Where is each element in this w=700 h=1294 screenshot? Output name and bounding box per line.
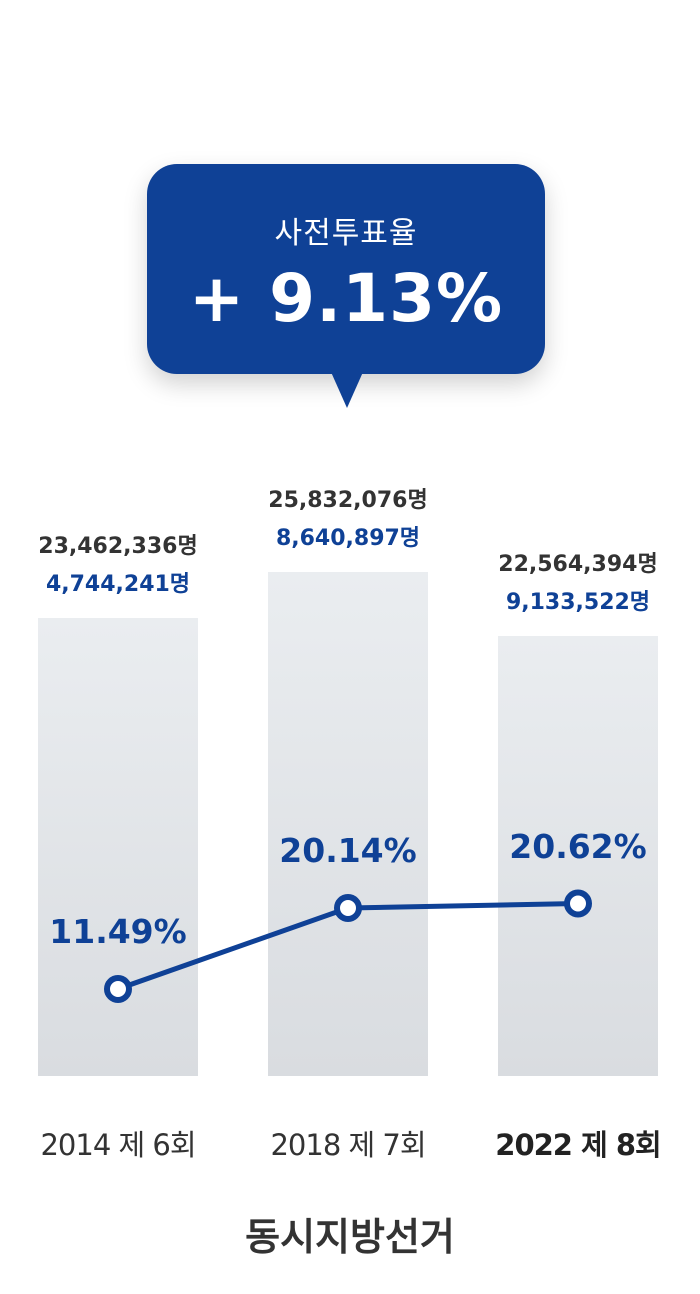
callout-bubble: 사전투표율 + 9.13%	[147, 164, 545, 374]
rate-point	[564, 889, 592, 918]
callout-label: 사전투표율	[274, 216, 418, 251]
category-label: 2018 제 7회	[270, 1128, 426, 1162]
rate-point	[104, 975, 132, 1003]
chart-subtitle: 동시지방선거	[245, 1215, 455, 1259]
bar-3	[498, 636, 658, 1076]
total-voters-label: 22,564,394명	[498, 552, 658, 577]
rate-point	[334, 894, 362, 922]
advance-voters-label: 4,744,241명	[45, 572, 191, 597]
advance-voters-label: 9,133,522명	[505, 590, 651, 615]
total-voters-label: 23,462,336명	[38, 534, 198, 559]
rate-data-label: 20.62%	[509, 826, 647, 866]
callout-value: + 9.13%	[188, 260, 504, 337]
rate-data-label: 20.14%	[279, 831, 417, 870]
total-voters-label: 25,832,076명	[268, 488, 428, 513]
category-label: 2022 제 8회	[495, 1128, 661, 1162]
rate-data-label: 11.49%	[49, 912, 187, 951]
category-label: 2014 제 6회	[40, 1128, 196, 1162]
advance-voters-label: 8,640,897명	[275, 526, 421, 551]
callout-tail	[331, 372, 363, 408]
bar-2	[268, 572, 428, 1076]
